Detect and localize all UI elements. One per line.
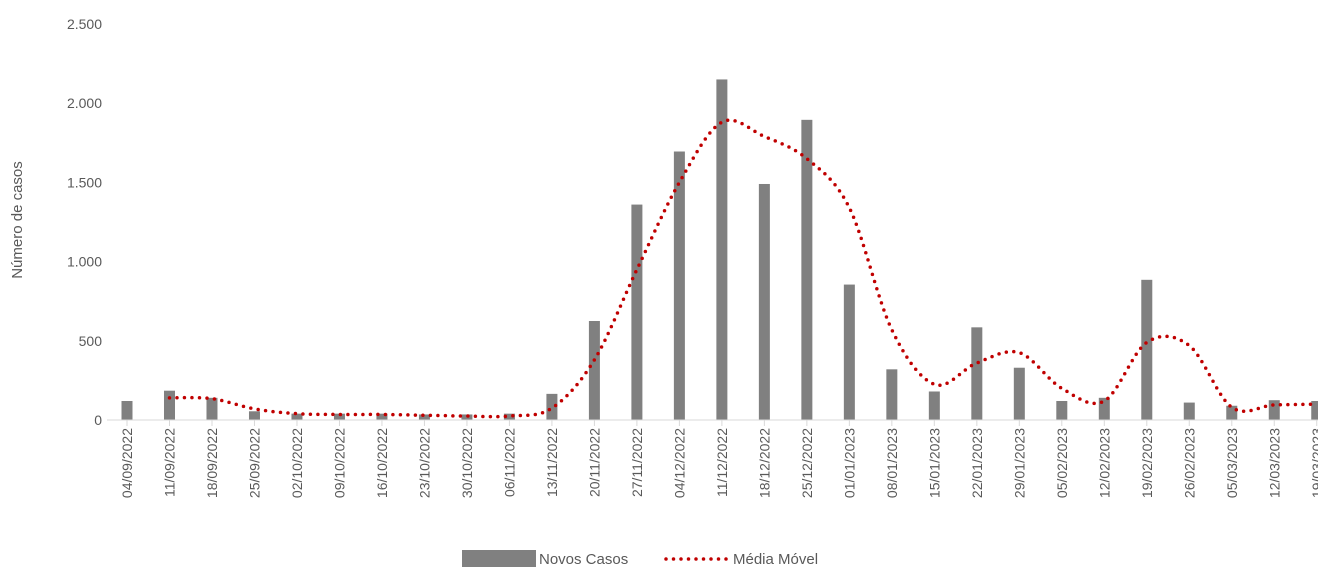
x-tick-label: 04/09/2022 — [119, 428, 135, 498]
x-tick-label: 08/01/2023 — [884, 428, 900, 498]
y-tick-label: 1.000 — [67, 254, 102, 270]
bar — [758, 183, 770, 420]
bar — [673, 151, 685, 420]
bar — [631, 204, 643, 420]
bar — [1311, 400, 1318, 420]
y-tick-label: 0 — [94, 412, 102, 428]
bar — [1226, 405, 1238, 420]
bar — [121, 400, 133, 420]
y-axis-title: Número de casos — [9, 161, 26, 279]
bar — [503, 413, 515, 420]
bar-series — [121, 79, 1318, 420]
bar — [291, 413, 303, 420]
x-tick-label: 26/02/2023 — [1181, 428, 1197, 498]
line-series — [167, 118, 1318, 419]
legend: Novos Casos Média Móvel — [462, 550, 818, 567]
y-tick-label: 500 — [79, 333, 103, 349]
moving-average-line — [167, 118, 1318, 419]
y-axis-ticks: 0 500 1.000 1.500 2.000 2.500 — [67, 16, 102, 428]
bar — [376, 413, 388, 420]
x-tick-label: 05/03/2023 — [1224, 428, 1240, 498]
bar — [1141, 279, 1153, 420]
bar — [163, 390, 175, 420]
y-tick-label: 2.500 — [67, 16, 102, 32]
x-tick-label: 18/09/2022 — [204, 428, 220, 498]
bar — [801, 119, 813, 420]
bar — [886, 369, 898, 420]
x-tick-label: 19/02/2023 — [1139, 428, 1155, 498]
x-tick-label: 11/09/2022 — [161, 428, 177, 497]
x-tick-label: 11/12/2022 — [714, 428, 730, 497]
x-tick-label: 04/12/2022 — [671, 428, 687, 498]
x-tick-label: 12/02/2023 — [1096, 428, 1112, 498]
bar — [716, 79, 728, 420]
x-tick-label: 20/11/2022 — [586, 428, 602, 497]
bar — [418, 414, 430, 420]
bar — [333, 413, 345, 420]
x-tick-label: 05/02/2023 — [1054, 428, 1070, 498]
x-tick-label: 22/01/2023 — [969, 428, 985, 498]
x-tick-label: 19/03/2023 — [1309, 428, 1318, 498]
bar — [546, 393, 558, 420]
x-tick-label: 15/01/2023 — [926, 428, 942, 498]
x-tick-label: 01/01/2023 — [841, 428, 857, 498]
legend-swatch-bar — [462, 550, 536, 567]
bar — [843, 284, 855, 420]
bar — [971, 327, 983, 420]
x-tick-label: 09/10/2022 — [331, 428, 347, 498]
bar — [206, 397, 218, 420]
bar — [1268, 400, 1280, 420]
bar — [928, 391, 940, 420]
bar — [588, 321, 600, 420]
y-tick-label: 1.500 — [67, 174, 102, 190]
x-tick-label: 02/10/2022 — [289, 428, 305, 498]
bar — [248, 411, 260, 420]
x-tick-label: 18/12/2022 — [756, 428, 772, 498]
y-tick-label: 2.000 — [67, 95, 102, 111]
x-tick-label: 12/03/2023 — [1266, 428, 1282, 498]
legend-label-line: Média Móvel — [733, 551, 818, 567]
legend-label-bar: Novos Casos — [539, 551, 628, 567]
x-tick-label: 06/11/2022 — [501, 428, 517, 497]
x-tick-label: 27/11/2022 — [629, 428, 645, 497]
x-tick-label: 30/10/2022 — [459, 428, 475, 498]
x-tick-label: 25/12/2022 — [799, 428, 815, 498]
x-axis-ticks: 04/09/2022 11/09/2022 18/09/2022 25/09/2022… — [119, 420, 1318, 498]
x-tick-label: 23/10/2022 — [416, 428, 432, 498]
bar — [1098, 397, 1110, 420]
x-tick-label: 13/11/2022 — [544, 428, 560, 497]
bar — [1056, 400, 1068, 420]
x-tick-label: 29/01/2023 — [1011, 428, 1027, 498]
x-tick-label: 25/09/2022 — [246, 428, 262, 498]
x-tick-label: 16/10/2022 — [374, 428, 390, 498]
bar — [1013, 367, 1025, 420]
bar — [1183, 402, 1195, 420]
